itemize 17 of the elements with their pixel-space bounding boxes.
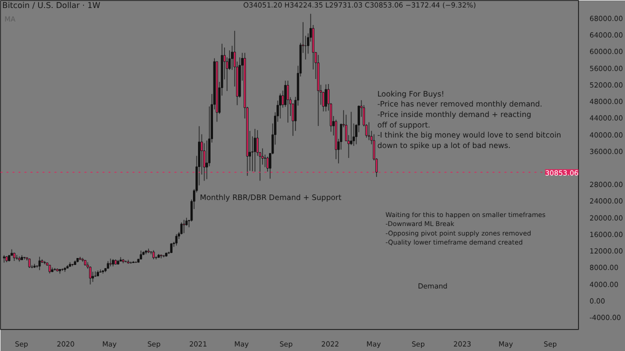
candlestick [152,250,155,260]
candlestick [38,256,41,270]
candlestick [89,266,92,285]
candlestick [28,258,31,268]
chart-title: Bitcoin / U.S. Dollar · 1W [2,0,100,10]
candlestick [180,222,183,235]
candlestick [286,80,290,124]
candlestick [2,254,6,264]
candlestick [350,111,352,146]
candlestick [175,234,178,246]
candlestick [231,45,234,70]
candlestick [182,219,186,234]
candlestick [109,258,112,267]
candlestick [324,84,328,112]
candlestick [279,93,282,119]
candlestick [254,128,256,172]
candlestick [368,122,370,140]
